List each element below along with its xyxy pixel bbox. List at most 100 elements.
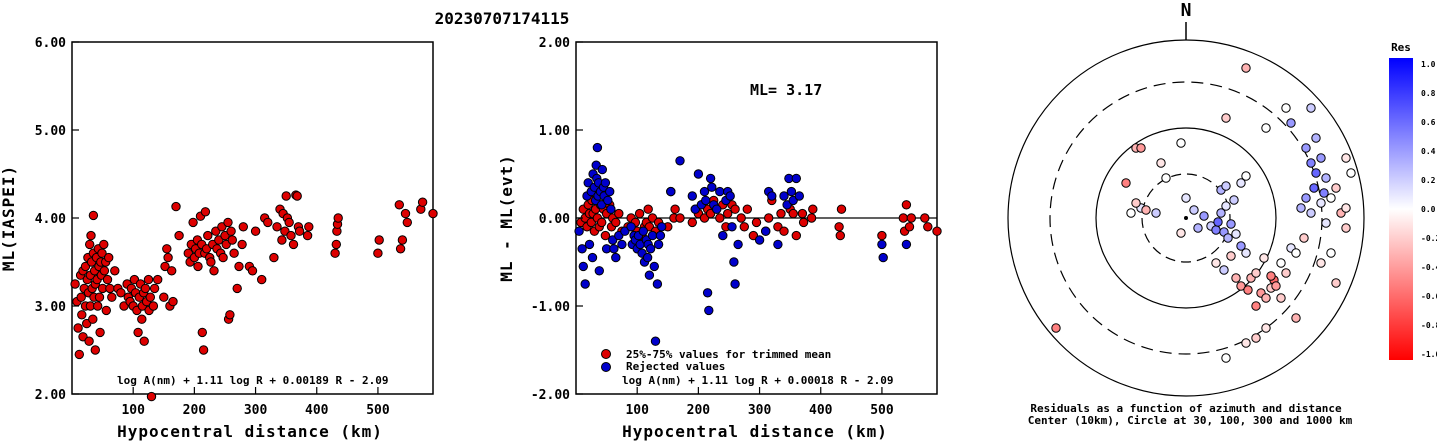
left-x-tick-label: 400 [305, 403, 329, 418]
station-residual-point [1321, 173, 1331, 183]
trimmed-residual-point [836, 204, 847, 214]
station-residual-point [1213, 217, 1223, 227]
ml-point [171, 201, 181, 212]
middle-x-ticks: 100 200 300 400 500 [625, 387, 894, 418]
rejected-residual-point [707, 182, 717, 192]
rejected-residual-point [754, 235, 765, 245]
rejected-residual-point [603, 195, 613, 206]
station-residual-point [1331, 278, 1341, 288]
rejected-residual-point [725, 191, 735, 201]
station-residual-point [1241, 338, 1251, 348]
rejected-residual-point [733, 239, 743, 250]
station-residual-point [1221, 201, 1231, 211]
rejected-residual-point [642, 252, 653, 263]
station-residual-point [1231, 229, 1241, 239]
station-residual-point [1136, 143, 1146, 153]
ml-point [104, 252, 114, 263]
rejected-residual-point [600, 178, 611, 188]
ml-point [395, 244, 406, 254]
ml-point [139, 336, 149, 346]
rejected-residual-point [597, 164, 607, 175]
station-residual-point [1319, 188, 1329, 198]
ml-point [159, 292, 169, 302]
ml-point [99, 266, 110, 276]
station-residual-point [1261, 123, 1271, 133]
trimmed-residual-point [687, 217, 697, 228]
ml-point [74, 349, 85, 360]
rejected-residual-point [620, 226, 630, 236]
colorbar-tick-label: 0.4 [1421, 147, 1436, 156]
ml-point [105, 283, 115, 294]
ml-point [428, 208, 438, 219]
polar-stations [1051, 63, 1356, 363]
station-residual-point [1241, 171, 1251, 181]
ml-point [277, 235, 287, 245]
left-points [70, 190, 438, 402]
trimmed-residual-point [904, 222, 915, 232]
rejected-residual-point [647, 230, 658, 241]
station-residual-point [1151, 208, 1161, 218]
ml-point [116, 288, 126, 298]
colorbar-tick-label: 0.0 [1421, 205, 1436, 214]
left-x-axis-label: Hypocentral distance (km) [117, 422, 383, 441]
station-residual-point [1331, 183, 1341, 193]
north-label: N [1181, 0, 1192, 21]
left-y-tick-label: 2.00 [35, 388, 66, 403]
trimmed-residual-point [797, 208, 808, 219]
station-residual-point [1346, 168, 1356, 178]
left-formula: log A(nm) + 1.11 log R + 0.00189 R - 2.0… [117, 374, 389, 387]
trimmed-residual-point [788, 208, 798, 219]
ml-point [73, 323, 83, 333]
rejected-residual-point [794, 191, 804, 201]
station-residual-point [1216, 208, 1226, 218]
ml-point [93, 301, 103, 311]
ml-point [167, 266, 177, 276]
trimmed-residual-point [715, 213, 725, 223]
ml-point [400, 208, 411, 219]
colorbar-tick-label: 0.8 [1421, 89, 1436, 98]
ml-point [174, 230, 184, 241]
trimmed-residual-point [834, 222, 844, 232]
ml-point [286, 230, 296, 241]
station-residual-point [1221, 181, 1231, 191]
ml-point [88, 314, 98, 324]
rejected-residual-point [675, 156, 685, 166]
ml-point [193, 261, 203, 272]
station-residual-point [1126, 208, 1136, 218]
colorbar-tick-label: -1.0 [1421, 350, 1437, 359]
rejected-residual-point [645, 244, 656, 254]
station-residual-point [1223, 233, 1233, 243]
ml-point [373, 248, 383, 258]
ml-point [200, 207, 211, 217]
station-residual-point [1176, 228, 1186, 238]
station-residual-point [1219, 265, 1229, 275]
left-x-ticks: 100 200 300 400 500 [121, 387, 390, 418]
middle-y-axis-label: ML - ML(evt) [497, 154, 516, 282]
left-y-tick-label: 4.00 [35, 212, 66, 227]
station-residual-point [1121, 178, 1131, 188]
rejected-residual-point [574, 226, 584, 236]
rejected-residual-point [773, 239, 783, 250]
trimmed-residual-point [764, 213, 774, 223]
station-residual-point [1311, 133, 1321, 143]
rejected-residual-point [767, 191, 777, 201]
ml-point [70, 279, 80, 289]
ml-point [206, 257, 216, 267]
ml-point [331, 239, 341, 250]
ml-point [88, 210, 99, 221]
ml-point [198, 345, 209, 355]
station-residual-point [1321, 218, 1331, 228]
rejected-residual-point [606, 204, 616, 214]
station-residual-point [1276, 258, 1286, 268]
colorbar-ticks: 1.0 0.8 0.6 0.4 0.2 0.0 -0.2 -0.4 -0.6 -0.8 -1.0 [1421, 60, 1437, 359]
station-residual-point [1311, 168, 1321, 178]
ml-point [304, 222, 314, 232]
trimmed-residual-point [614, 208, 624, 219]
station-residual-point [1306, 103, 1316, 113]
middle-x-axis-label: Hypocentral distance (km) [622, 422, 888, 441]
rejected-residual-point [687, 191, 697, 201]
station-residual-point [1251, 333, 1261, 343]
ml-point [292, 191, 302, 201]
rejected-residual-point [617, 239, 627, 250]
